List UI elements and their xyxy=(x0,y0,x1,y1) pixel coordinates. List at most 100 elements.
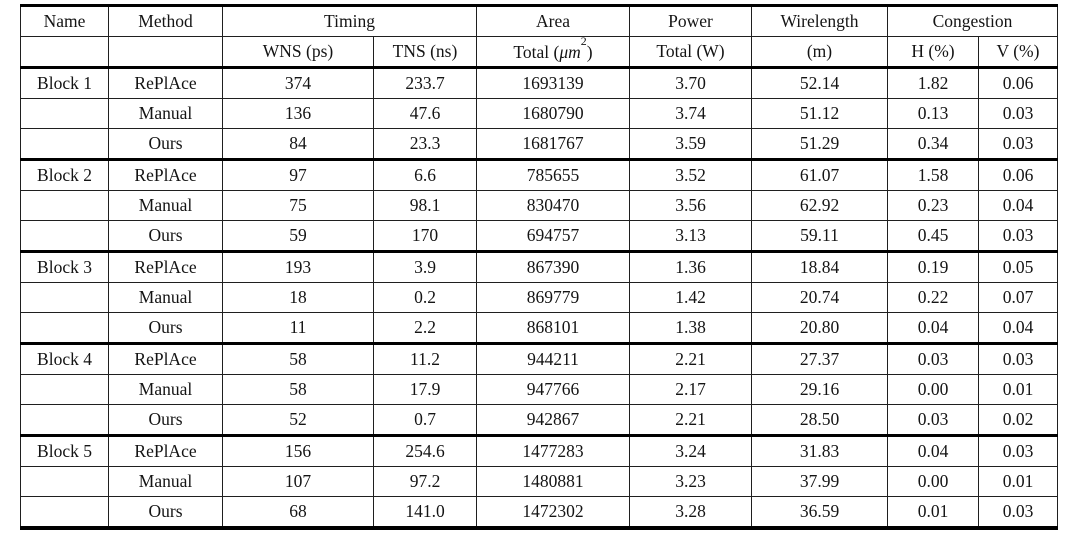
method-cell: RePlAce xyxy=(108,66,223,99)
header-congestion: Congestion xyxy=(887,4,1058,37)
value-cell-power_total_w: 3.59 xyxy=(629,128,752,160)
value-cell-area_total_um2: 942867 xyxy=(476,404,630,436)
value-cell-area_total_um2: 1680790 xyxy=(476,98,630,129)
block-name-cell xyxy=(20,220,109,252)
value-cell-wns_ps: 11 xyxy=(222,312,374,344)
value-cell-tns_ns: 23.3 xyxy=(373,128,477,160)
value-cell-congestion_v_pct: 0.06 xyxy=(978,66,1058,99)
value-cell-wirelength_m: 18.84 xyxy=(751,250,888,283)
value-cell-wns_ps: 193 xyxy=(222,250,374,283)
value-cell-wns_ps: 97 xyxy=(222,158,374,191)
area-unit-sup: 2 xyxy=(580,36,587,49)
value-cell-area_total_um2: 1693139 xyxy=(476,66,630,99)
value-cell-wirelength_m: 20.74 xyxy=(751,282,888,313)
block-name-cell: Block 1 xyxy=(20,66,109,99)
table-row: Block 4 RePlAce 58 11.2 944211 2.21 27.37 0.03 0… xyxy=(20,342,1058,375)
value-cell-power_total_w: 2.21 xyxy=(629,404,752,436)
value-cell-wirelength_m: 51.29 xyxy=(751,128,888,160)
table-row: Ours 59 170 694757 3.13 59.11 0.45 0.03 xyxy=(20,220,1058,252)
value-cell-power_total_w: 3.52 xyxy=(629,158,752,191)
table-header: Name Method Timing Area Power Wirelength… xyxy=(20,4,1058,69)
value-cell-area_total_um2: 1472302 xyxy=(476,496,630,530)
value-cell-congestion_h_pct: 0.00 xyxy=(887,374,979,405)
value-cell-area_total_um2: 830470 xyxy=(476,190,630,221)
results-table: Name Method Timing Area Power Wirelength… xyxy=(20,4,1058,530)
value-cell-tns_ns: 97.2 xyxy=(373,466,477,497)
block-name-cell xyxy=(20,374,109,405)
method-cell: Manual xyxy=(108,466,223,497)
value-cell-tns_ns: 254.6 xyxy=(373,434,477,467)
value-cell-congestion_h_pct: 0.03 xyxy=(887,404,979,436)
method-cell: Ours xyxy=(108,496,223,530)
value-cell-tns_ns: 11.2 xyxy=(373,342,477,375)
value-cell-congestion_h_pct: 0.03 xyxy=(887,342,979,375)
method-cell: RePlAce xyxy=(108,434,223,467)
subheader-method-empty xyxy=(108,36,223,69)
table-row: Block 1 RePlAce 374 233.7 1693139 3.70 52.14 1.… xyxy=(20,66,1058,99)
value-cell-area_total_um2: 694757 xyxy=(476,220,630,252)
value-cell-wns_ps: 107 xyxy=(222,466,374,497)
value-cell-wns_ps: 58 xyxy=(222,342,374,375)
value-cell-congestion_h_pct: 0.00 xyxy=(887,466,979,497)
value-cell-power_total_w: 3.23 xyxy=(629,466,752,497)
value-cell-tns_ns: 3.9 xyxy=(373,250,477,283)
value-cell-congestion_h_pct: 0.13 xyxy=(887,98,979,129)
value-cell-wns_ps: 136 xyxy=(222,98,374,129)
table-row: Ours 84 23.3 1681767 3.59 51.29 0.34 0.03 xyxy=(20,128,1058,160)
value-cell-wns_ps: 75 xyxy=(222,190,374,221)
value-cell-wirelength_m: 31.83 xyxy=(751,434,888,467)
value-cell-congestion_v_pct: 0.03 xyxy=(978,220,1058,252)
value-cell-area_total_um2: 1480881 xyxy=(476,466,630,497)
value-cell-power_total_w: 3.70 xyxy=(629,66,752,99)
method-cell: Manual xyxy=(108,98,223,129)
method-cell: Ours xyxy=(108,312,223,344)
value-cell-congestion_v_pct: 0.03 xyxy=(978,496,1058,530)
subheader-congestion-h: H (%) xyxy=(887,36,979,69)
block-name-cell: Block 3 xyxy=(20,250,109,283)
block-name-cell xyxy=(20,282,109,313)
value-cell-tns_ns: 0.2 xyxy=(373,282,477,313)
value-cell-wns_ps: 374 xyxy=(222,66,374,99)
table-row: Manual 18 0.2 869779 1.42 20.74 0.22 0.07 xyxy=(20,282,1058,313)
value-cell-wirelength_m: 37.99 xyxy=(751,466,888,497)
value-cell-power_total_w: 1.38 xyxy=(629,312,752,344)
value-cell-congestion_h_pct: 0.22 xyxy=(887,282,979,313)
value-cell-power_total_w: 3.13 xyxy=(629,220,752,252)
value-cell-wns_ps: 84 xyxy=(222,128,374,160)
value-cell-congestion_v_pct: 0.01 xyxy=(978,374,1058,405)
value-cell-congestion_h_pct: 0.04 xyxy=(887,312,979,344)
area-unit-pre: Total ( xyxy=(513,41,560,62)
header-timing: Timing xyxy=(222,4,477,37)
value-cell-wirelength_m: 61.07 xyxy=(751,158,888,191)
header-name: Name xyxy=(20,4,109,37)
value-cell-area_total_um2: 785655 xyxy=(476,158,630,191)
value-cell-power_total_w: 3.74 xyxy=(629,98,752,129)
subheader-area-unit: Total (μm2) xyxy=(476,36,630,69)
value-cell-tns_ns: 141.0 xyxy=(373,496,477,530)
value-cell-congestion_v_pct: 0.03 xyxy=(978,128,1058,160)
block-name-cell xyxy=(20,404,109,436)
value-cell-wns_ps: 18 xyxy=(222,282,374,313)
subheader-wns: WNS (ps) xyxy=(222,36,374,69)
value-cell-power_total_w: 2.21 xyxy=(629,342,752,375)
value-cell-congestion_h_pct: 0.23 xyxy=(887,190,979,221)
value-cell-congestion_v_pct: 0.07 xyxy=(978,282,1058,313)
value-cell-area_total_um2: 868101 xyxy=(476,312,630,344)
value-cell-area_total_um2: 1681767 xyxy=(476,128,630,160)
value-cell-tns_ns: 0.7 xyxy=(373,404,477,436)
value-cell-tns_ns: 47.6 xyxy=(373,98,477,129)
block-name-cell xyxy=(20,128,109,160)
block-name-cell xyxy=(20,98,109,129)
value-cell-wirelength_m: 29.16 xyxy=(751,374,888,405)
value-cell-wirelength_m: 59.11 xyxy=(751,220,888,252)
table-row: Manual 75 98.1 830470 3.56 62.92 0.23 0.04 xyxy=(20,190,1058,221)
table-row: Manual 136 47.6 1680790 3.74 51.12 0.13 0.03 xyxy=(20,98,1058,129)
block-name-cell xyxy=(20,496,109,530)
value-cell-congestion_h_pct: 0.34 xyxy=(887,128,979,160)
header-wirelength: Wirelength xyxy=(751,4,888,37)
value-cell-tns_ns: 98.1 xyxy=(373,190,477,221)
value-cell-tns_ns: 6.6 xyxy=(373,158,477,191)
value-cell-congestion_h_pct: 1.82 xyxy=(887,66,979,99)
header-power: Power xyxy=(629,4,752,37)
